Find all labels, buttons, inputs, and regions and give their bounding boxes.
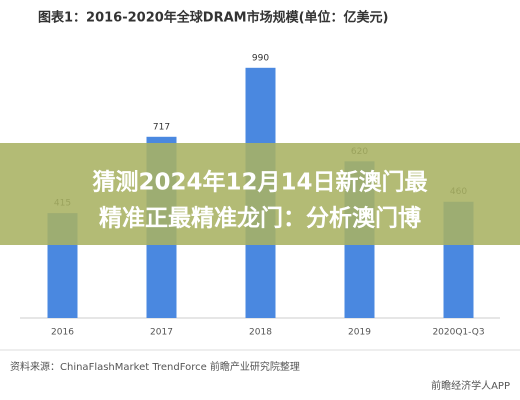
x-tick-label: 2020Q1-Q3 (432, 328, 484, 338)
chart-title: 图表1：2016-2020年全球DRAM市场规模(单位：亿美元) (38, 10, 389, 26)
value-label: 717 (153, 122, 170, 132)
banner-line: 猜测2024年12月14日新澳门最 (91, 169, 428, 196)
x-tick-label: 2019 (348, 328, 371, 338)
value-label: 990 (252, 53, 269, 63)
x-tick-label: 2017 (150, 328, 173, 338)
banner-line: 精准正最精准龙门：分析澳门博 (99, 205, 421, 232)
banner-bg (0, 143, 520, 245)
x-tick-label: 2016 (51, 328, 74, 338)
banner: 猜测2024年12月14日新澳门最 精准正最精准龙门：分析澳门博 (0, 143, 520, 245)
source: 资料来源：ChinaFlashMarket TrendForce 前瞻产业研究院… (10, 360, 300, 373)
x-tick-label: 2018 (249, 328, 272, 338)
logo: 前瞻经济学人APP (431, 379, 510, 392)
